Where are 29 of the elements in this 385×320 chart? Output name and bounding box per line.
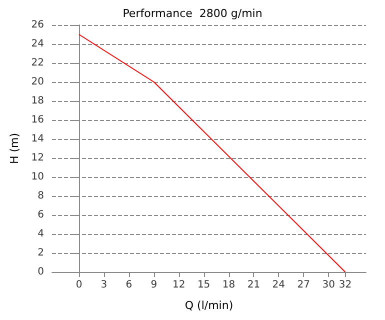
x-tick-label: 30 — [322, 280, 335, 290]
y-tick-label: 18 — [31, 96, 44, 106]
y-tick-label: 8 — [38, 190, 44, 202]
x-tick-label: 15 — [197, 280, 210, 290]
y-tick-label: 16 — [31, 114, 44, 126]
x-tick-label: 27 — [297, 280, 310, 290]
y-tick-label: 24 — [31, 38, 44, 50]
y-tick-label: 4 — [38, 228, 44, 240]
x-axis-title: Q (l/min) — [184, 299, 234, 312]
x-tick-label: 9 — [150, 280, 158, 290]
x-tick-label: 12 — [172, 280, 186, 290]
x-tick-label: 24 — [272, 280, 286, 290]
chart-title: Performance 2800 g/min — [122, 7, 262, 20]
x-tick-label: 18 — [222, 280, 236, 290]
y-tick-label: 14 — [31, 134, 44, 144]
y-tick-label: 22 — [31, 58, 44, 68]
y-tick-label: 10 — [31, 172, 44, 182]
y-tick-label: 2 — [38, 248, 44, 258]
x-tick-label: 0 — [76, 280, 82, 290]
y-axis-title: H (m) — [8, 132, 21, 164]
x-tick-label: 3 — [100, 280, 108, 290]
y-tick-label: 6 — [38, 210, 44, 220]
y-tick-label: 0 — [38, 266, 44, 278]
y-tick-label: 20 — [31, 76, 44, 88]
x-tick-label: 21 — [247, 280, 260, 290]
x-tick-label: 6 — [126, 280, 132, 290]
y-tick-label: 26 — [31, 20, 44, 30]
x-tick-label: 32 — [338, 280, 352, 290]
y-tick-label: 12 — [31, 152, 44, 164]
